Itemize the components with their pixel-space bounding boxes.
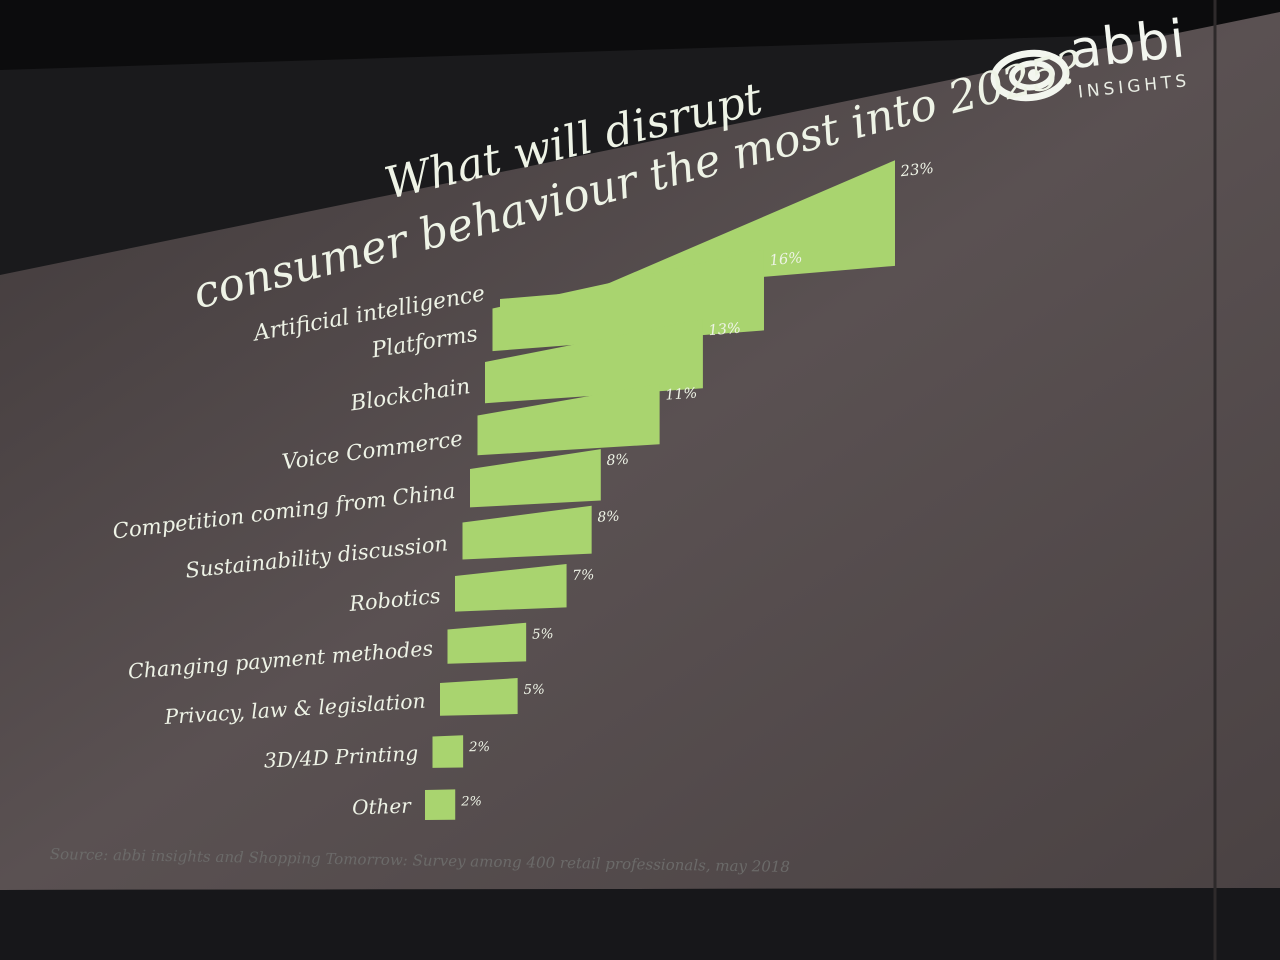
category-label-10: Other — [352, 793, 413, 819]
bar-6 — [455, 563, 567, 612]
category-label-1: Platforms — [369, 322, 479, 364]
bar-3 — [477, 383, 660, 456]
value-label-5: 8% — [597, 509, 620, 526]
bar-10 — [425, 789, 456, 820]
category-label-4: Competition coming from China — [111, 478, 456, 544]
bar-7 — [447, 622, 527, 664]
bar-8 — [440, 678, 518, 716]
value-label-3: 11% — [665, 386, 698, 404]
value-label-10: 2% — [460, 794, 482, 809]
abbi-logo: abbi INSIGHTS — [985, 6, 1224, 129]
value-label-1: 16% — [769, 249, 803, 269]
value-label-6: 7% — [572, 567, 595, 584]
value-label-0: 23% — [899, 159, 935, 180]
category-label-2: Blockchain — [348, 374, 472, 417]
bar-2 — [485, 319, 703, 404]
bar-9 — [432, 735, 464, 768]
value-label-7: 5% — [532, 626, 554, 643]
category-label-6: Robotics — [347, 584, 441, 616]
bar-4 — [470, 449, 601, 508]
category-label-3: Voice Commerce — [281, 427, 465, 476]
category-label-5: Sustainability discussion — [184, 531, 449, 582]
value-label-9: 2% — [468, 740, 490, 755]
category-label-7: Changing payment methodes — [127, 636, 434, 683]
value-label-4: 8% — [606, 452, 629, 469]
abbi-swirl-icon — [990, 49, 1070, 102]
bar-0 — [500, 160, 895, 330]
category-label-9: 3D/4D Printing — [263, 741, 419, 773]
bar-5 — [462, 505, 592, 560]
category-label-8: Privacy, law & legislation — [163, 689, 427, 729]
value-label-2: 13% — [708, 320, 742, 340]
value-label-8: 5% — [523, 683, 545, 698]
